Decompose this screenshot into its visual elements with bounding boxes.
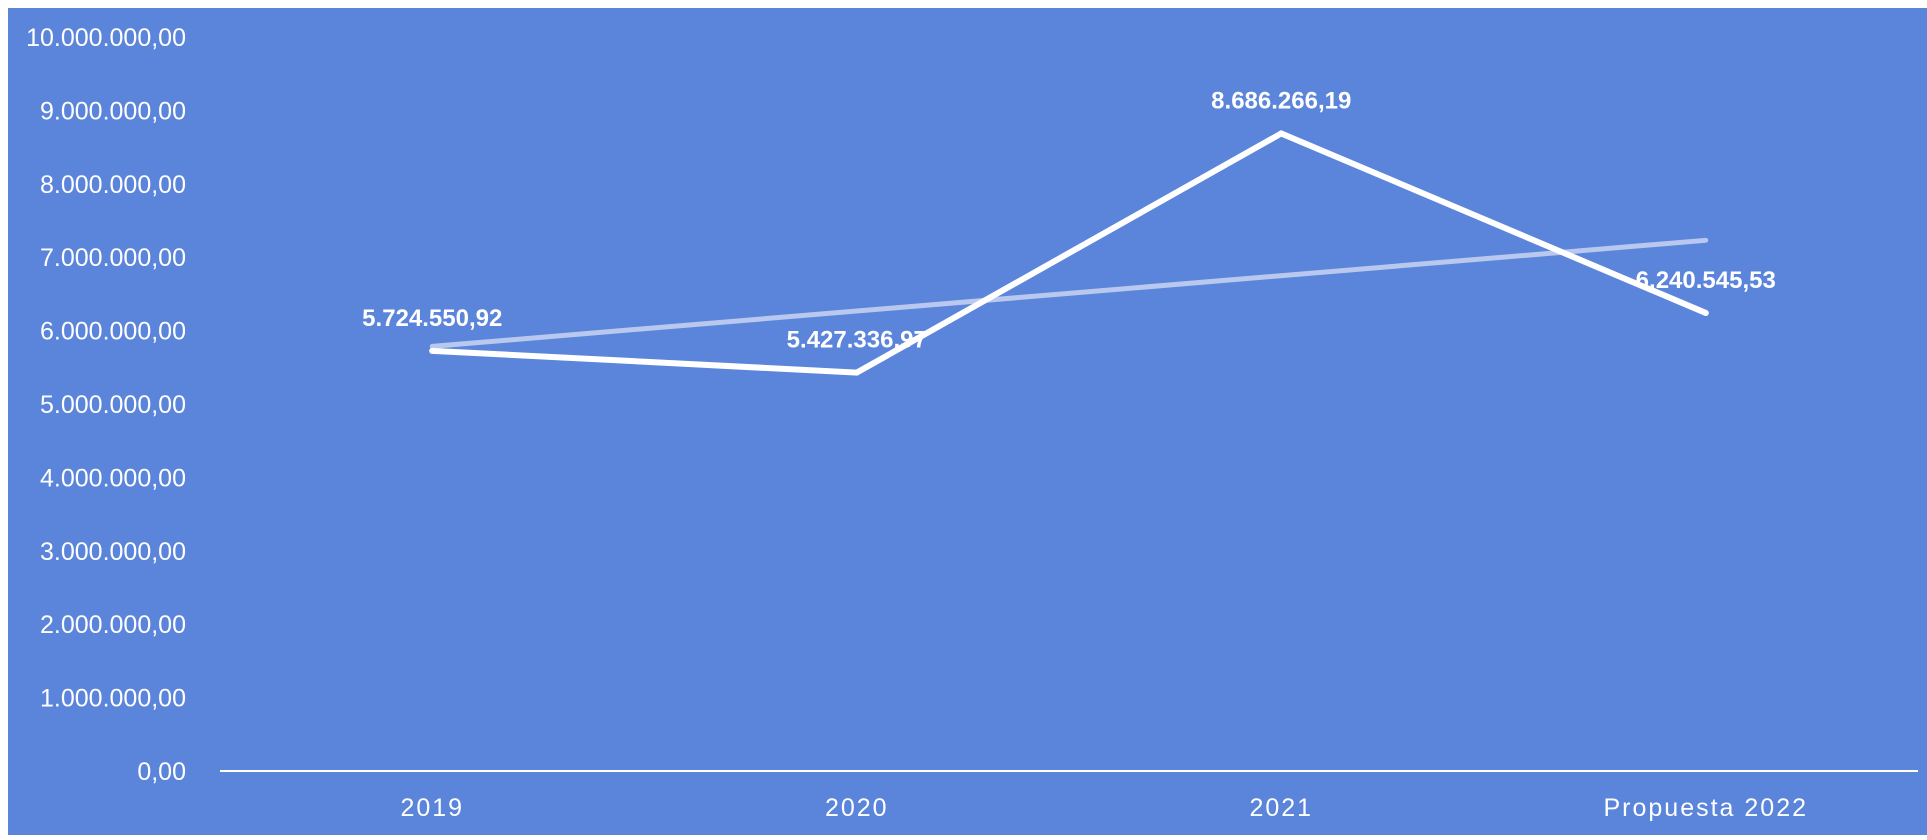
y-tick-label: 5.000.000,00	[40, 391, 186, 419]
y-tick-label: 4.000.000,00	[40, 464, 186, 492]
x-tick-label: Propuesta 2022	[1603, 794, 1808, 822]
y-tick-label: 9.000.000,00	[40, 97, 186, 125]
trendline	[429, 237, 1709, 349]
data-points	[429, 130, 1709, 376]
data-label: 6.240.545,53	[1636, 267, 1776, 294]
y-axis-ticks: 0,00 1.000.000,00 2.000.000,00 3.000.000,00…	[26, 24, 186, 786]
y-tick-label: 7.000.000,00	[40, 244, 186, 272]
data-label: 5.724.550,92	[362, 305, 502, 332]
data-point	[853, 369, 860, 376]
y-tick-label: 1.000.000,00	[40, 685, 186, 713]
data-label: 5.427.336,97	[787, 327, 927, 354]
x-axis-ticks: 2019 2020 2021 Propuesta 2022	[400, 794, 1808, 822]
chart-background	[8, 8, 1927, 835]
y-tick-label: 10.000.000,00	[26, 24, 186, 52]
x-tick-label: 2020	[825, 794, 889, 822]
data-point	[1278, 130, 1285, 137]
x-tick-label: 2019	[400, 794, 464, 822]
y-tick-label: 3.000.000,00	[40, 538, 186, 566]
series-line	[429, 130, 1709, 376]
y-tick-label: 6.000.000,00	[40, 318, 186, 346]
data-point	[429, 347, 436, 354]
y-tick-label: 8.000.000,00	[40, 171, 186, 199]
y-tick-label: 2.000.000,00	[40, 611, 186, 639]
data-point	[1702, 309, 1709, 316]
data-label: 8.686.266,19	[1211, 87, 1351, 114]
data-labels: 5.724.550,92 5.427.336,97 8.686.266,19 6.24…	[362, 87, 1776, 353]
y-tick-label: 0,00	[137, 758, 186, 786]
x-tick-label: 2021	[1249, 794, 1313, 822]
